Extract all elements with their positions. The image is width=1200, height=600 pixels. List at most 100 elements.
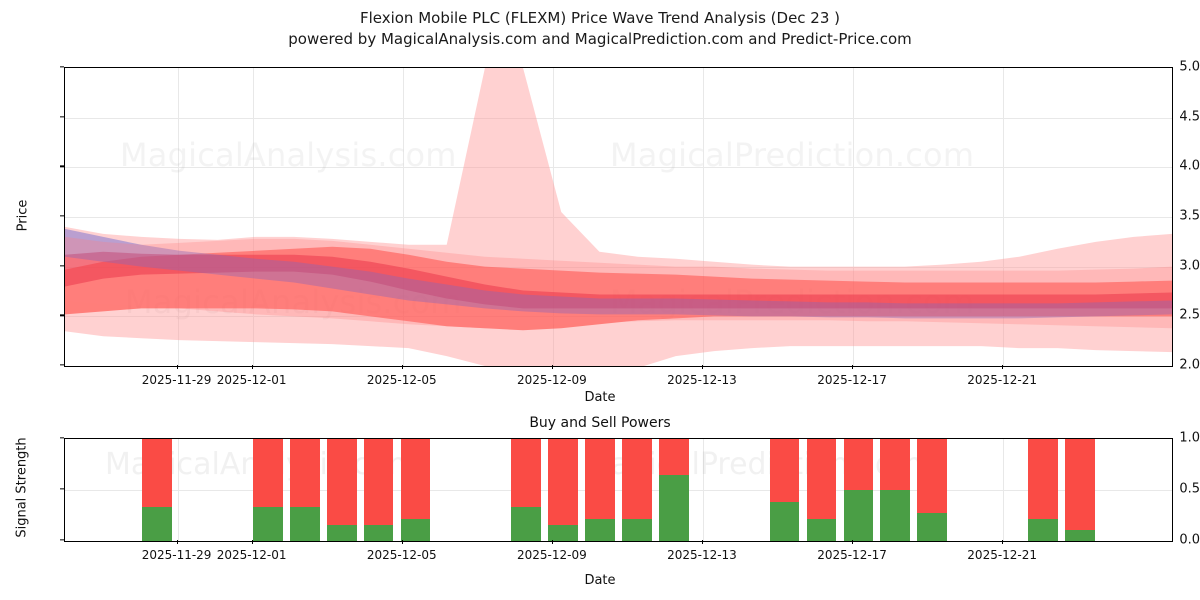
signal-x-tick-mark bbox=[551, 540, 554, 544]
price-gridline-v bbox=[1003, 68, 1005, 366]
bar-segment-sell bbox=[363, 439, 394, 525]
price-x-tick-label: 2025-11-29 bbox=[141, 373, 212, 387]
bar-segment-sell bbox=[1064, 439, 1095, 530]
price-x-tick-label: 2025-12-05 bbox=[366, 373, 437, 387]
signal-y-tick-label: 0.5 bbox=[1179, 481, 1200, 497]
bar-column bbox=[363, 439, 394, 541]
price-gridline-v bbox=[252, 68, 254, 366]
bar-column bbox=[548, 439, 578, 541]
price-y-tick-label: 3.0 bbox=[1179, 258, 1200, 274]
signal-x-tick-mark bbox=[1002, 540, 1004, 544]
signal-gridline-v bbox=[1003, 439, 1005, 541]
bar-column bbox=[142, 439, 172, 541]
price-x-tick-mark bbox=[551, 365, 554, 369]
price-y-axis-title: Price bbox=[15, 199, 31, 232]
bar-segment-buy bbox=[585, 518, 615, 541]
signal-x-tick-mark bbox=[701, 540, 704, 544]
bar-segment-buy bbox=[659, 474, 689, 541]
signal-x-axis-title: Date bbox=[584, 573, 616, 588]
page-title: Flexion Mobile PLC (FLEXM) Price Wave Tr… bbox=[359, 9, 841, 27]
price-y-tick-mark bbox=[60, 116, 64, 118]
signal-x-tick-label: 2025-12-21 bbox=[967, 548, 1038, 562]
price-x-axis-title: Date bbox=[584, 390, 616, 405]
price-x-tick-mark bbox=[401, 365, 404, 369]
signal-y-tick-label: 0.0 bbox=[1179, 532, 1200, 548]
bar-segment-sell bbox=[843, 439, 874, 490]
bar-segment-buy bbox=[253, 507, 283, 541]
bar-column bbox=[622, 439, 652, 541]
bar-segment-sell bbox=[917, 439, 947, 514]
bar-column bbox=[806, 439, 837, 541]
bar-segment-sell bbox=[253, 439, 283, 508]
bar-column bbox=[326, 439, 357, 541]
bar-segment-sell bbox=[622, 439, 652, 519]
bar-segment-buy bbox=[806, 518, 837, 541]
bar-column bbox=[1064, 439, 1095, 541]
bar-segment-sell bbox=[659, 439, 689, 475]
signal-gridline-v bbox=[252, 439, 254, 541]
price-band-outer-band-pale bbox=[65, 236, 1172, 329]
price-x-tick-label: 2025-12-17 bbox=[817, 373, 887, 387]
price-gridline-v bbox=[702, 68, 704, 366]
bar-segment-buy bbox=[917, 513, 947, 541]
bar-segment-buy bbox=[400, 518, 431, 541]
bar-column bbox=[917, 439, 947, 541]
signal-y-tick-label: 1.0 bbox=[1179, 430, 1200, 446]
price-y-tick-mark bbox=[60, 66, 64, 68]
price-band-inner-band-dark bbox=[65, 251, 1172, 309]
bar-segment-sell bbox=[326, 439, 357, 525]
bar-segment-buy bbox=[548, 524, 578, 541]
bar-column bbox=[511, 439, 541, 541]
signal-y-tick-mark bbox=[60, 437, 64, 439]
buy-sell-panel: Buy and Sell Powers MagicalAnalysis.comM… bbox=[0, 415, 1200, 600]
bar-segment-buy bbox=[142, 507, 172, 541]
price-x-tick-mark bbox=[701, 365, 704, 369]
bar-segment-sell bbox=[880, 439, 910, 490]
signal-gridline-v bbox=[702, 439, 704, 541]
chart-title-block: Flexion Mobile PLC (FLEXM) Price Wave Tr… bbox=[0, 8, 1200, 50]
bar-segment-buy bbox=[769, 502, 800, 541]
signal-x-tick-label: 2025-12-17 bbox=[817, 548, 887, 562]
price-gridline-v bbox=[552, 68, 554, 366]
bar-column bbox=[400, 439, 431, 541]
price-y-tick-mark bbox=[60, 215, 64, 217]
price-gridline-h bbox=[65, 167, 1172, 169]
bar-column bbox=[843, 439, 874, 541]
price-x-tick-mark bbox=[176, 365, 178, 369]
buy-sell-title: Buy and Sell Powers bbox=[529, 415, 671, 431]
bar-column bbox=[880, 439, 910, 541]
price-gridline-v bbox=[853, 68, 855, 366]
price-wave-panel: MagicalAnalysis.com MagicalPrediction.com… bbox=[0, 60, 1200, 406]
bar-column bbox=[1028, 439, 1058, 541]
price-y-tick-label: 2.5 bbox=[1179, 307, 1200, 323]
price-x-tick-mark bbox=[852, 365, 854, 369]
signal-gridline-v bbox=[177, 439, 179, 541]
signal-x-tick-mark bbox=[251, 540, 253, 544]
bar-segment-sell bbox=[400, 439, 431, 519]
price-y-tick-mark bbox=[60, 364, 64, 366]
bar-segment-buy bbox=[1028, 518, 1058, 541]
price-y-tick-mark bbox=[60, 265, 64, 267]
price-x-tick-mark bbox=[251, 365, 253, 369]
bar-column bbox=[290, 439, 320, 541]
bar-segment-sell bbox=[290, 439, 320, 508]
bar-segment-sell bbox=[511, 439, 541, 508]
bar-segment-sell bbox=[769, 439, 800, 503]
signal-x-tick-label: 2025-12-01 bbox=[216, 548, 287, 562]
price-x-tick-label: 2025-12-01 bbox=[216, 373, 287, 387]
price-y-tick-label: 4.0 bbox=[1179, 158, 1200, 174]
price-x-tick-label: 2025-12-09 bbox=[516, 373, 587, 387]
price-y-tick-mark bbox=[60, 314, 64, 316]
bar-column bbox=[659, 439, 689, 541]
price-plot-area: MagicalAnalysis.com MagicalPrediction.com… bbox=[64, 67, 1173, 367]
price-y-tick-label: 3.5 bbox=[1179, 208, 1200, 224]
price-band-blue-band bbox=[65, 228, 1172, 319]
signal-x-tick-label: 2025-12-05 bbox=[366, 548, 437, 562]
price-x-tick-label: 2025-12-21 bbox=[967, 373, 1038, 387]
bar-column bbox=[585, 439, 615, 541]
price-y-tick-mark bbox=[60, 165, 64, 167]
bar-segment-buy bbox=[511, 507, 541, 541]
signal-gridline-h bbox=[65, 490, 1172, 491]
